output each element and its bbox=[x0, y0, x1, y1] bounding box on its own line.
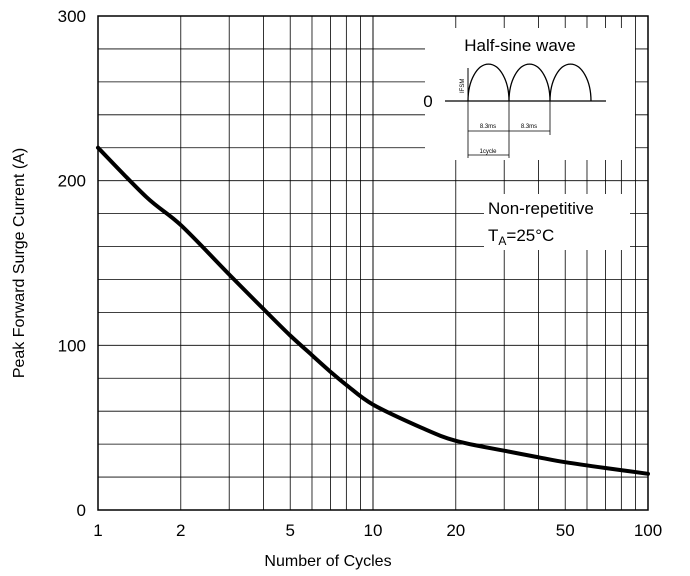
half-period-label-2: 8.3ms bbox=[521, 124, 537, 130]
waveform-inset-background bbox=[425, 28, 635, 160]
temp-value: =25°C bbox=[506, 226, 554, 245]
x-tick-label: 2 bbox=[176, 521, 185, 540]
peak-label: IFSM bbox=[460, 79, 466, 93]
y-tick-label: 100 bbox=[58, 336, 86, 355]
y-tick-label: 0 bbox=[77, 501, 86, 520]
y-axis-title: Peak Forward Surge Current (A) bbox=[11, 148, 28, 378]
y-tick-label: 300 bbox=[58, 7, 86, 26]
x-tick-labels: 1 2 5 10 20 50 100 bbox=[93, 521, 662, 540]
x-tick-label: 100 bbox=[634, 521, 662, 540]
y-tick-label: 200 bbox=[58, 172, 86, 191]
x-tick-label: 50 bbox=[556, 521, 575, 540]
x-tick-label: 10 bbox=[364, 521, 383, 540]
temp-subscript: A bbox=[498, 234, 506, 248]
plot-frame bbox=[97, 15, 649, 511]
waveform-title: Half-sine wave bbox=[464, 36, 576, 55]
x-tick-label: 20 bbox=[446, 521, 465, 540]
half-sine-wave bbox=[467, 63, 592, 102]
condition-note-background bbox=[484, 194, 630, 250]
temp-prefix: T bbox=[488, 226, 498, 245]
x-tick-label: 5 bbox=[285, 521, 294, 540]
x-axis-title: Number of Cycles bbox=[264, 553, 391, 570]
cycle-label: 1cycle bbox=[479, 149, 497, 155]
condition-temperature: TA=25°C bbox=[488, 226, 554, 248]
minor-gridlines bbox=[180, 16, 636, 510]
condition-note: Non-repetitive TA=25°C bbox=[484, 194, 630, 250]
waveform-inset: Half-sine wave 0 IFSM 8.3ms 8.3ms 1cycle bbox=[423, 28, 635, 160]
y-tick-labels: 0 100 200 300 bbox=[58, 7, 86, 520]
surge-current-curve bbox=[96, 145, 650, 476]
waveform-zero-label: 0 bbox=[423, 92, 432, 111]
half-period-label-1: 8.3ms bbox=[480, 124, 496, 130]
condition-line1: Non-repetitive bbox=[488, 199, 594, 218]
x-tick-label: 1 bbox=[93, 521, 102, 540]
